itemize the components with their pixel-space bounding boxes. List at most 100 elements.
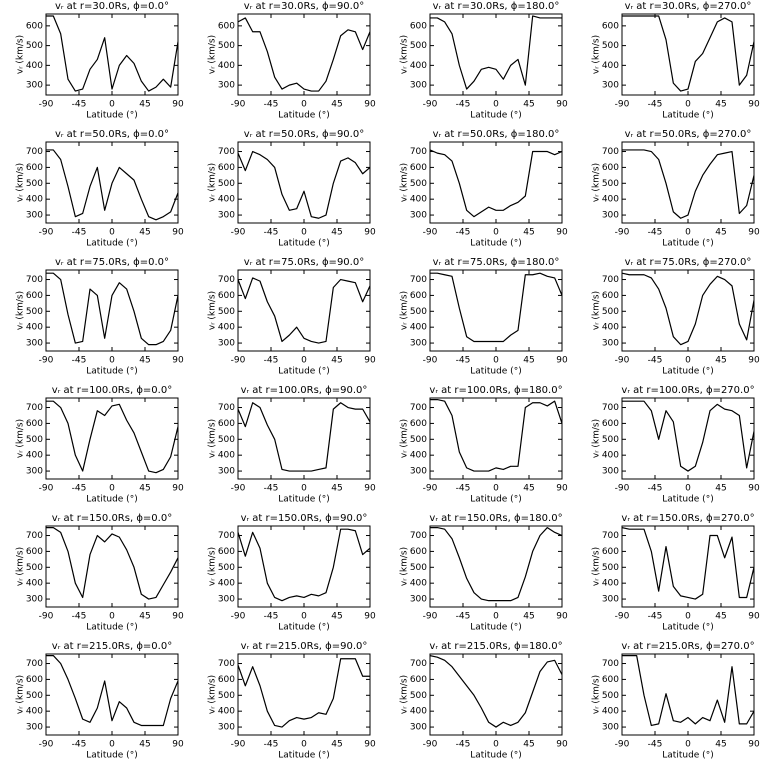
y-tick-label: 300 [602,81,619,91]
x-tick-label: 90 [172,484,184,494]
y-axis-label: vᵣ (km/s) [208,291,218,330]
y-axis-label: vᵣ (km/s) [400,291,410,330]
x-tick-label: 90 [748,612,760,622]
x-axis-label: Latitude (°) [470,495,521,505]
data-line [430,398,562,472]
chart-title: vᵣ at r=215.0Rs, ϕ=180.0° [429,641,562,652]
chart-title: vᵣ at r=150.0Rs, ϕ=270.0° [621,513,754,524]
x-axis-label: Latitude (°) [278,111,329,121]
plot-frame [429,269,563,352]
y-tick-label: 500 [218,563,235,573]
y-tick-label: 600 [26,21,43,31]
data-line [622,400,754,472]
x-axis-label: Latitude (°) [86,623,137,633]
data-line [46,400,178,474]
x-tick-label: 45 [523,484,534,494]
x-axis-label: Latitude (°) [86,239,137,249]
data-line [238,658,370,728]
x-tick-label: -45 [456,228,471,238]
chart-title: vᵣ at r=100.0Rs, ϕ=90.0° [241,385,368,396]
x-tick-label: 0 [493,100,499,110]
chart-title: vᵣ at r=50.0Rs, ϕ=0.0° [55,129,169,140]
panel: vᵣ at r=50.0Rs, ϕ=180.0° -90 -45 0 45 90 300 40… [400,129,568,249]
y-axis-label: vᵣ (km/s) [400,419,410,458]
y-tick-label: 500 [602,563,619,573]
y-tick-label: 300 [602,595,619,605]
y-tick-label: 300 [26,723,43,733]
x-tick-label: -45 [264,612,279,622]
y-tick-label: 700 [602,403,619,413]
y-tick-label: 300 [602,467,619,477]
plot-area [430,15,562,90]
x-tick-label: 90 [364,740,376,750]
x-tick-label: 90 [172,356,184,366]
x-tick-label: -90 [39,100,54,110]
y-tick-label: 500 [218,691,235,701]
x-tick-label: -45 [648,612,663,622]
x-tick-label: -45 [648,356,663,366]
x-tick-label: 90 [172,740,184,750]
y-tick-label: 700 [26,275,43,285]
chart-title: vᵣ at r=100.0Rs, ϕ=0.0° [52,385,172,396]
y-tick-label: 600 [602,547,619,557]
y-tick-label: 500 [602,307,619,317]
y-tick-label: 400 [218,61,235,71]
x-axis-label: Latitude (°) [278,495,329,505]
y-tick-label: 500 [26,563,43,573]
x-tick-label: 45 [139,228,150,238]
y-tick-label: 700 [218,275,235,285]
y-axis-label: vᵣ (km/s) [208,547,218,586]
x-tick-label: 0 [493,612,499,622]
y-axis-label: vᵣ (km/s) [592,291,602,330]
y-tick-label: 700 [26,531,43,541]
y-axis-label: vᵣ (km/s) [208,35,218,74]
y-tick-label: 300 [410,595,427,605]
x-tick-label: -90 [615,356,630,366]
panel: vᵣ at r=215.0Rs, ϕ=0.0° -90 -45 0 45 90 300 400… [16,641,184,761]
x-tick-label: -45 [264,100,279,110]
x-tick-label: -45 [72,612,87,622]
y-tick-label: 600 [26,291,43,301]
x-tick-label: 90 [556,612,568,622]
x-tick-label: -45 [456,484,471,494]
x-tick-label: 0 [301,612,307,622]
x-tick-label: -90 [615,228,630,238]
x-tick-label: 0 [301,356,307,366]
x-tick-label: 0 [301,740,307,750]
y-tick-label: 400 [602,195,619,205]
plot-area [622,527,754,600]
x-tick-label: 45 [523,740,534,750]
x-tick-label: 0 [685,612,691,622]
y-tick-label: 600 [218,291,235,301]
x-tick-label: -45 [72,740,87,750]
x-tick-label: 90 [364,100,376,110]
panel: vᵣ at r=100.0Rs, ϕ=90.0° -90 -45 0 45 90 300 40… [208,385,376,505]
data-line [430,15,562,90]
x-tick-label: -45 [264,228,279,238]
x-tick-label: 0 [301,100,307,110]
x-tick-label: -45 [456,612,471,622]
y-tick-label: 700 [602,659,619,669]
x-tick-label: -45 [456,100,471,110]
data-line [622,149,754,219]
x-tick-label: 90 [748,740,760,750]
y-tick-label: 300 [218,211,235,221]
x-tick-label: 90 [172,612,184,622]
y-tick-label: 600 [218,547,235,557]
x-axis-label: Latitude (°) [86,111,137,121]
x-tick-label: -90 [423,100,438,110]
plot-area [46,15,178,92]
y-axis-label: vᵣ (km/s) [592,35,602,74]
y-axis-label: vᵣ (km/s) [592,419,602,458]
y-tick-label: 700 [410,659,427,669]
x-axis-label: Latitude (°) [278,367,329,377]
y-tick-label: 700 [410,531,427,541]
x-axis-label: Latitude (°) [278,623,329,633]
x-tick-label: -45 [72,100,87,110]
x-tick-label: 0 [301,228,307,238]
data-line [622,15,754,92]
x-tick-label: 45 [139,740,150,750]
x-tick-label: 0 [685,740,691,750]
chart-title: vᵣ at r=75.0Rs, ϕ=270.0° [625,257,752,268]
